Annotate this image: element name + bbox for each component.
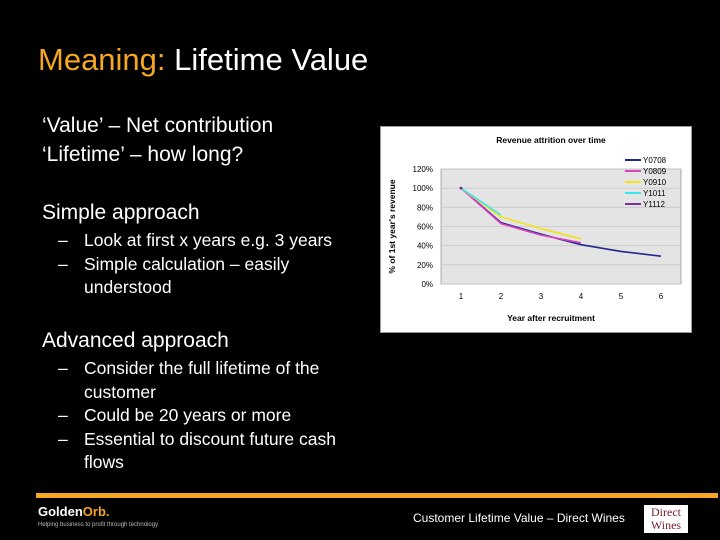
lifetime-line: ‘Lifetime’ – how long?: [42, 143, 244, 166]
advanced-approach: Advanced approach – Consider the full lif…: [42, 326, 344, 475]
x-tick-label: 2: [499, 292, 504, 301]
x-tick-label: 4: [579, 292, 584, 301]
bullet-text: Look at first x years e.g. 3 years: [84, 230, 333, 250]
bullet-dash: –: [58, 230, 68, 250]
y-axis-title: % of 1st year's revenue: [387, 179, 397, 273]
bullet-dash: –: [58, 405, 68, 425]
bullet-text: Consider the full lifetime of the custom…: [84, 358, 320, 402]
bullet-item: – Essential to discount future cash flows: [54, 428, 344, 475]
dw-line1: Direct: [651, 505, 681, 519]
series-line: [460, 187, 582, 244]
revenue-chart: 0% 20% 40% 60% 80% 100% 120% 1 2 3 4 5 6 Revenue attr…: [380, 126, 692, 333]
x-tick-label: 6: [659, 292, 664, 301]
bullet-item: – Could be 20 years or more: [54, 404, 344, 428]
footer-divider: [36, 493, 718, 498]
y-tick-label: 0%: [421, 280, 433, 289]
bullet-dash: –: [58, 428, 68, 449]
x-tick-label: 5: [619, 292, 624, 301]
x-tick-label: 3: [539, 292, 544, 301]
logo-orb: Orb.: [82, 504, 110, 519]
simple-heading: Simple approach: [42, 201, 200, 224]
direct-wines-logo: Direct Wines: [644, 505, 688, 533]
logo-golden: Golden: [38, 504, 83, 519]
x-tick-label: 1: [459, 292, 464, 301]
chart-title: Revenue attrition over time: [496, 135, 606, 145]
logo-tagline: Helping business to profit through techn…: [38, 522, 159, 528]
legend-label: Y1112: [643, 200, 665, 209]
y-tick-label: 120%: [413, 165, 433, 174]
bullet-item: – Simple calculation – easily understood: [54, 253, 344, 300]
y-tick-label: 40%: [417, 242, 433, 251]
bullet-item: – Look at first x years e.g. 3 years: [54, 229, 344, 253]
bullet-text: Could be 20 years or more: [84, 405, 292, 425]
legend-label: Y0708: [643, 156, 667, 165]
series-point: [459, 186, 463, 190]
bullet-item: – Consider the full lifetime of the custo…: [54, 357, 344, 404]
bullet-text: Essential to discount future cash flows: [84, 428, 336, 473]
value-line: ‘Value’ – Net contribution: [42, 114, 274, 137]
y-tick-label: 100%: [413, 184, 433, 193]
bullet-dash: –: [58, 253, 68, 274]
series-line: [460, 187, 502, 216]
title-highlight: Meaning:: [38, 42, 166, 77]
y-tick-label: 20%: [417, 261, 433, 270]
dw-line2: Wines: [650, 518, 682, 532]
x-axis-title: Year after recruitment: [507, 313, 595, 323]
footer-caption: Customer Lifetime Value – Direct Wines: [413, 511, 625, 525]
bullet-text: Simple calculation – easily understood: [84, 253, 290, 298]
chart-svg: 0% 20% 40% 60% 80% 100% 120% 1 2 3 4 5 6 Revenue attr…: [387, 135, 682, 323]
simple-approach: Simple approach – Look at first x years e…: [42, 198, 344, 300]
legend-label: Y0809: [643, 167, 667, 176]
intro-lines: ‘Value’ – Net contribution ‘Lifetime’ – …: [42, 111, 273, 169]
bullet-dash: –: [58, 358, 68, 378]
goldenorb-logo: GoldenOrb.: [38, 504, 110, 519]
y-tick-label: 60%: [417, 223, 433, 232]
title-rest: Lifetime Value: [174, 42, 369, 77]
advanced-heading: Advanced approach: [42, 329, 229, 352]
y-tick-label: 80%: [417, 203, 433, 212]
slide-title: Meaning: Lifetime Value: [38, 42, 368, 78]
legend-label: Y1011: [643, 189, 666, 198]
legend-label: Y0910: [643, 178, 667, 187]
